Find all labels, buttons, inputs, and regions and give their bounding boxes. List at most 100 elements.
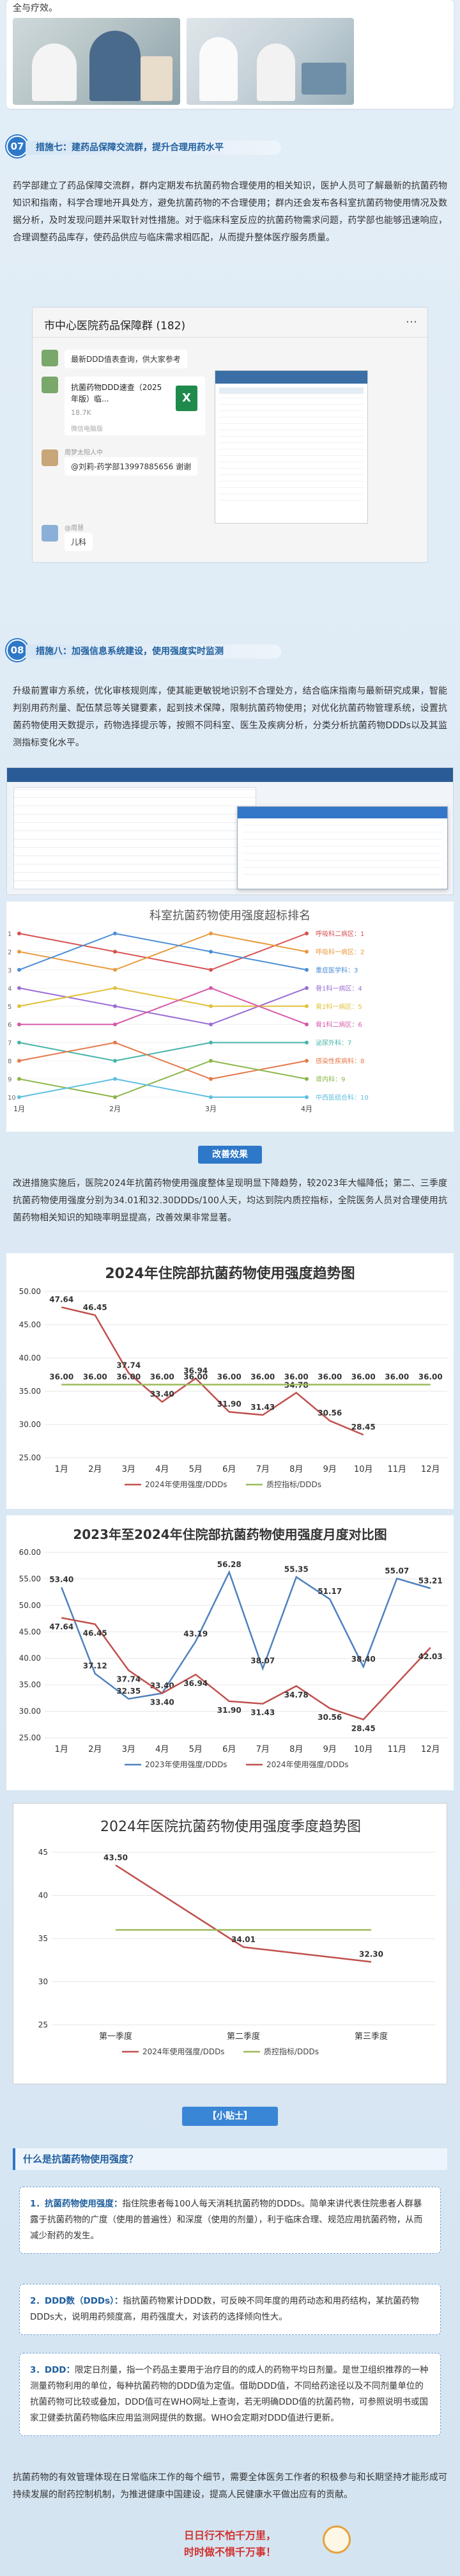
data-point xyxy=(17,1004,21,1008)
rank-tick-label: 7 xyxy=(8,1040,12,1047)
data-label: 55.35 xyxy=(284,1565,309,1574)
data-label: 30.56 xyxy=(318,1409,342,1417)
x-tick-label: 3月 xyxy=(205,1105,217,1113)
legend-entry: 泌尿外科：7 xyxy=(316,1039,351,1047)
data-point xyxy=(113,1077,117,1081)
series-line xyxy=(19,932,307,971)
data-label: 34.01 xyxy=(231,1935,256,1944)
x-tick-label: 7月 xyxy=(256,1465,270,1474)
section8-title: 措施八：加强信息系统建设，使用强度实时监测 xyxy=(26,644,281,659)
data-label: 56.28 xyxy=(217,1560,241,1569)
x-tick-label: 4月 xyxy=(301,1105,312,1113)
file-card[interactable]: 抗菌药物DDD速查（2025年版）临... 18.7K X 微信电脑版 xyxy=(65,377,205,435)
data-label: 30.56 xyxy=(318,1713,342,1722)
more-icon[interactable]: ⋯ xyxy=(406,315,417,329)
x-tick-label: 7月 xyxy=(256,1745,270,1754)
tips-item3: 3．DDD：限定日剂量，指一个药品主要用于治疗目的的成人的药物平均日剂量。是世卫… xyxy=(19,2353,441,2436)
data-label: 53.21 xyxy=(418,1576,443,1585)
x-tick-label: 6月 xyxy=(222,1745,236,1754)
rank-chart-title: 科室抗菌药物使用强度超标排名 xyxy=(150,909,310,923)
x-tick-label: 10月 xyxy=(354,1745,373,1754)
data-point xyxy=(17,949,21,954)
x-tick-label: 4月 xyxy=(155,1465,169,1474)
legend-entry: 质控指标/DDDs xyxy=(264,2047,319,2056)
chart3: 2024年医院抗菌药物使用强度季度趋势图 25 30 35 40 45 第一季度 第二季度 第… xyxy=(13,1803,447,2084)
series-line xyxy=(19,987,307,1007)
data-label: 31.43 xyxy=(250,1708,275,1717)
data-label: 53.40 xyxy=(49,1575,73,1584)
photo-pharmacist-consult xyxy=(13,18,180,105)
slogan-line2: 时时做不惧千万事！ xyxy=(183,2546,276,2558)
data-point xyxy=(209,1077,213,1081)
x-tick-label: 10月 xyxy=(354,1465,373,1474)
legend-entry: 2024年使用强度/DDDs xyxy=(266,1760,349,1769)
x-tick-label: 11月 xyxy=(387,1465,406,1474)
data-point xyxy=(17,967,21,972)
data-point xyxy=(113,1004,117,1008)
series-line xyxy=(61,1570,431,1700)
data-point xyxy=(305,986,309,990)
data-label: 32.35 xyxy=(116,1687,141,1696)
section8-header: 08 措施八：加强信息系统建设，使用强度实时监测 xyxy=(0,637,460,665)
data-label: 31.90 xyxy=(217,1400,241,1409)
rank-chart: 科室抗菌药物使用强度超标排名 1 2 3 4 5 6 7 8 9 10 1月 2月 3月 4月 呼吸科二病区… xyxy=(6,902,454,1132)
data-label: 36.00 xyxy=(418,1373,443,1382)
data-point xyxy=(209,967,213,972)
system-screenshot xyxy=(6,767,454,895)
x-tick-label: 1月 xyxy=(55,1745,68,1754)
data-point xyxy=(209,1095,213,1099)
data-label: 46.45 xyxy=(83,1628,107,1637)
x-tick-label: 8月 xyxy=(289,1745,303,1754)
series-line xyxy=(61,1306,364,1436)
legend-entry: 2024年使用强度/DDDs xyxy=(145,1479,227,1489)
logo-icon xyxy=(323,2525,351,2554)
data-label: 55.07 xyxy=(385,1566,409,1575)
embedded-screenshot-image xyxy=(215,370,368,524)
x-tick-label: 第三季度 xyxy=(355,2031,388,2041)
avatar xyxy=(42,449,58,466)
y-tick-label: 25 xyxy=(38,2020,48,2029)
y-tick-label: 40.00 xyxy=(19,1654,41,1663)
data-label: 36.00 xyxy=(183,1373,208,1382)
legend-entry: 肾内科：9 xyxy=(316,1075,345,1084)
x-tick-label: 3月 xyxy=(122,1745,135,1754)
data-point xyxy=(17,932,21,935)
x-tick-label: 9月 xyxy=(323,1745,337,1754)
y-tick-label: 50.00 xyxy=(19,1287,41,1296)
data-label: 36.00 xyxy=(116,1373,141,1382)
data-point xyxy=(17,986,21,990)
data-label: 38.40 xyxy=(351,1655,376,1664)
data-point xyxy=(305,967,309,972)
series-line xyxy=(115,1864,372,1963)
tips-tag: 【小贴士】 xyxy=(182,2107,278,2126)
data-label: 47.64 xyxy=(49,1295,73,1304)
data-label: 36.00 xyxy=(150,1373,174,1382)
data-label: 31.43 xyxy=(250,1403,275,1412)
chat-message: 最新DDD值表查询，供大家参考 xyxy=(65,350,187,368)
rank-tick-label: 4 xyxy=(8,985,12,992)
y-tick-label: 40 xyxy=(38,1891,48,1900)
data-point xyxy=(17,1022,21,1027)
data-point xyxy=(305,1095,309,1099)
chart3-plot: 25 30 35 40 45 第一季度 第二季度 第三季度 43.50 34.01 32.30 202… xyxy=(38,1848,435,2056)
y-tick-label: 30.00 xyxy=(19,1707,41,1716)
results-body: 改进措施实施后，医院2024年抗菌药物使用强度整体呈现明显下降趋势，较2023年… xyxy=(13,1178,447,1223)
data-point xyxy=(209,932,213,935)
data-label: 33.40 xyxy=(150,1390,174,1399)
chart2-title: 2023年至2024年住院部抗菌药物使用强度月度对比图 xyxy=(73,1527,387,1542)
x-tick-label: 6月 xyxy=(222,1465,236,1474)
rank-tick-label: 1 xyxy=(8,931,12,938)
data-label: 37.74 xyxy=(116,1361,141,1370)
y-tick-label: 40.00 xyxy=(19,1354,41,1362)
sender-name: 周梦太阳人中 xyxy=(65,449,103,457)
x-tick-label: 12月 xyxy=(421,1745,440,1754)
x-tick-label: 3月 xyxy=(122,1465,135,1474)
data-label: 36.00 xyxy=(385,1373,409,1382)
legend-entry: 呼吸科一病区：2 xyxy=(316,948,364,956)
closing-body: 抗菌药物的有效管理体现在日常临床工作的每个细节，需要全体医务工作者的积极参与和长… xyxy=(13,2472,447,2500)
data-label: 36.00 xyxy=(284,1373,309,1382)
x-tick-label: 1月 xyxy=(13,1105,25,1113)
data-label: 34.78 xyxy=(284,1690,309,1699)
data-point xyxy=(113,1095,117,1099)
rank-tick-label: 8 xyxy=(8,1058,12,1065)
